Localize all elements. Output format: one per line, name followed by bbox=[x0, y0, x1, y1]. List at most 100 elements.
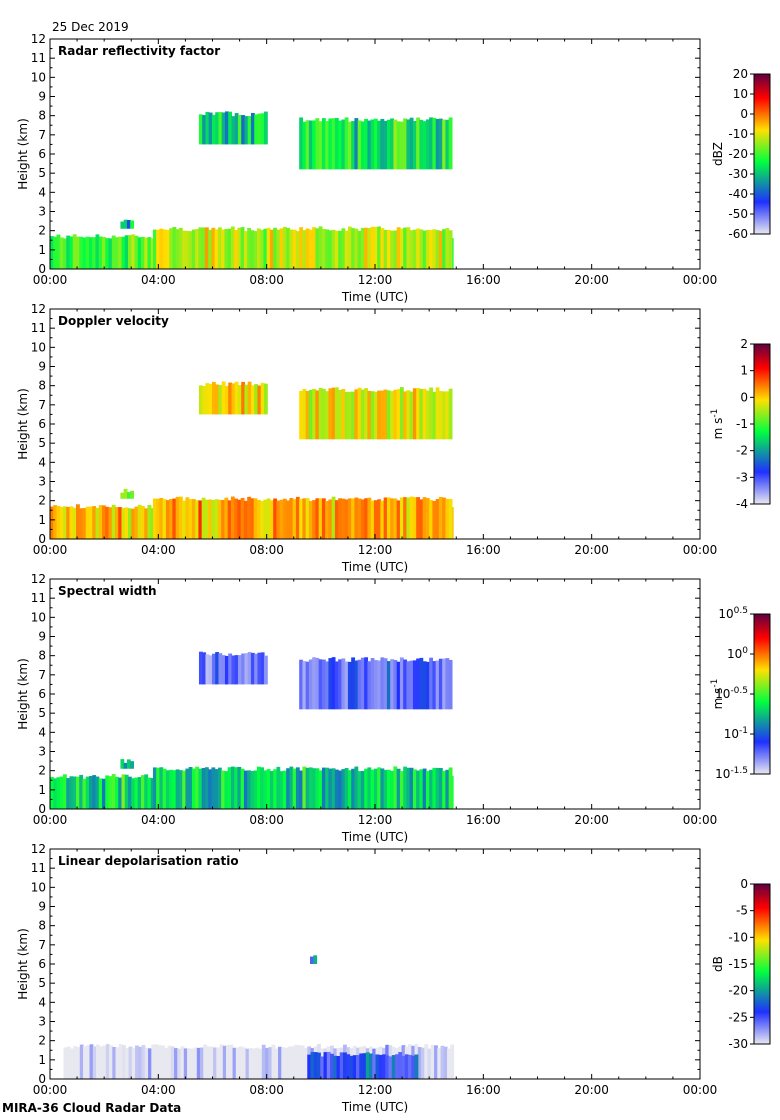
data-cell bbox=[244, 116, 249, 145]
data-cell bbox=[134, 506, 139, 539]
data-cell bbox=[172, 498, 177, 539]
data-cell bbox=[111, 235, 116, 269]
data-cell bbox=[205, 654, 210, 685]
data-cell bbox=[209, 1046, 214, 1079]
y-tick-label: 10 bbox=[31, 70, 46, 84]
data-cell bbox=[425, 770, 430, 809]
colorbar-tick-label: -10 bbox=[728, 930, 748, 944]
data-cell bbox=[214, 769, 219, 809]
data-cell bbox=[388, 1056, 393, 1079]
data-cell bbox=[432, 229, 437, 269]
y-tick-label: 1 bbox=[38, 1053, 46, 1067]
data-cell bbox=[76, 1047, 81, 1079]
data-cell bbox=[214, 229, 219, 269]
data-cell bbox=[422, 661, 427, 710]
data-cell bbox=[260, 229, 265, 269]
data-cell bbox=[159, 228, 164, 269]
data-cell bbox=[255, 1047, 260, 1079]
data-cell bbox=[234, 113, 239, 145]
x-tick-label: 12:00 bbox=[358, 1083, 393, 1097]
data-cell bbox=[430, 1044, 435, 1079]
data-cell bbox=[308, 229, 313, 269]
x-tick-label: 04:00 bbox=[141, 1083, 176, 1097]
data-cell bbox=[351, 391, 356, 440]
data-cell bbox=[321, 118, 326, 170]
data-cell bbox=[144, 508, 149, 539]
data-cell bbox=[419, 769, 424, 809]
data-cell bbox=[432, 391, 437, 440]
data-cell bbox=[390, 498, 395, 539]
colorbar bbox=[753, 613, 771, 775]
data-cell bbox=[141, 236, 145, 269]
data-cell bbox=[320, 1056, 325, 1079]
y-tick-label: 0 bbox=[38, 802, 46, 816]
data-cell bbox=[367, 120, 372, 170]
data-cell bbox=[263, 228, 268, 269]
data-cell bbox=[198, 385, 203, 415]
data-cell bbox=[443, 1046, 448, 1079]
data-cell bbox=[364, 388, 369, 440]
data-cell bbox=[360, 389, 365, 440]
data-cell bbox=[445, 119, 450, 170]
data-cell bbox=[85, 236, 90, 269]
colorbar-tick-label: 0 bbox=[740, 390, 748, 404]
y-tick-label: 8 bbox=[38, 379, 46, 393]
data-cell bbox=[331, 387, 336, 440]
data-cell bbox=[56, 777, 61, 809]
data-cell bbox=[326, 1051, 331, 1079]
data-cell bbox=[69, 236, 74, 269]
data-cell bbox=[380, 657, 385, 710]
data-cell bbox=[347, 770, 352, 809]
data-cell bbox=[344, 230, 349, 269]
data-cell bbox=[125, 1048, 130, 1079]
data-cell bbox=[383, 120, 388, 170]
data-cell bbox=[442, 770, 447, 809]
data-cell bbox=[401, 1055, 406, 1079]
x-tick-label: 00:00 bbox=[33, 1083, 68, 1097]
data-cell bbox=[128, 508, 132, 539]
data-cell bbox=[128, 1046, 133, 1079]
data-cell bbox=[152, 229, 157, 269]
data-cell bbox=[203, 1044, 208, 1079]
y-tick-label: 9 bbox=[38, 90, 46, 104]
data-cell bbox=[364, 768, 369, 809]
data-cell bbox=[299, 498, 304, 539]
data-cell bbox=[419, 499, 424, 539]
data-cell bbox=[154, 1044, 159, 1079]
data-cell bbox=[165, 229, 170, 269]
data-cell bbox=[156, 767, 161, 809]
data-cell bbox=[72, 507, 77, 539]
data-cell bbox=[438, 658, 443, 710]
data-cell bbox=[351, 657, 356, 710]
data-cell bbox=[312, 227, 317, 269]
data-cell bbox=[341, 498, 346, 539]
data-cell bbox=[360, 770, 365, 809]
data-cell bbox=[325, 391, 330, 440]
data-cell bbox=[256, 228, 261, 269]
data-cell bbox=[404, 1054, 409, 1079]
data-cell bbox=[96, 1044, 100, 1079]
data-cell bbox=[419, 657, 424, 710]
data-cell bbox=[396, 768, 401, 809]
data-cell bbox=[331, 229, 336, 269]
data-cell bbox=[261, 1044, 266, 1079]
data-cell bbox=[175, 496, 180, 539]
data-cell bbox=[235, 1047, 240, 1079]
data-cell bbox=[72, 776, 77, 809]
data-cell bbox=[357, 230, 362, 269]
data-cell bbox=[59, 507, 64, 539]
data-cell bbox=[89, 506, 93, 539]
data-cell bbox=[364, 118, 369, 170]
data-cell bbox=[414, 1054, 419, 1079]
data-cell bbox=[92, 506, 97, 539]
data-cell bbox=[297, 1045, 302, 1079]
data-cell bbox=[315, 498, 320, 539]
data-cell bbox=[211, 114, 216, 145]
x-tick-label: 00:00 bbox=[683, 543, 718, 557]
y-tick-label: 3 bbox=[38, 745, 46, 759]
data-cell bbox=[263, 655, 268, 685]
data-cell bbox=[315, 657, 320, 710]
data-cell bbox=[422, 768, 427, 809]
data-cell bbox=[226, 1044, 230, 1079]
data-cell bbox=[240, 227, 245, 269]
